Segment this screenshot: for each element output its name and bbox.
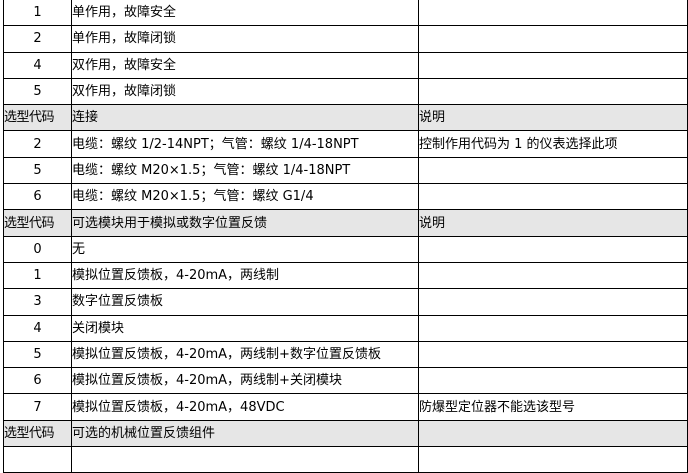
table-row: 5 双作用，故障闭锁 xyxy=(3,77,688,106)
table-row: 3 数字位置反馈板 xyxy=(3,288,688,316)
code-cell: 5 xyxy=(3,340,72,369)
note-cell xyxy=(418,340,688,369)
code-cell: 6 xyxy=(3,183,72,211)
description-cell: 电缆：螺纹 M20×1.5；气管：螺纹 G1/4 xyxy=(71,183,419,211)
description-cell: 连接 xyxy=(71,104,419,132)
note-cell xyxy=(418,0,688,27)
note-cell: 防爆型定位器不能选该型号 xyxy=(418,393,688,421)
table-row: 5 电缆：螺纹 M20×1.5；气管：螺纹 1/4-18NPT xyxy=(3,156,688,185)
note-cell xyxy=(418,25,688,53)
code-cell: 4 xyxy=(3,314,72,342)
note-cell: 说明 xyxy=(418,209,688,237)
note-cell xyxy=(418,261,688,290)
code-cell: 2 xyxy=(3,130,72,158)
table-row: 4 双作用，故障安全 xyxy=(3,51,688,79)
description-cell: 双作用，故障闭锁 xyxy=(71,77,419,106)
description-cell: 数字位置反馈板 xyxy=(71,288,419,316)
description-cell: 无 xyxy=(71,235,419,263)
code-cell: 5 xyxy=(3,77,72,106)
code-cell: 0 xyxy=(3,235,72,263)
code-cell: 4 xyxy=(3,51,72,79)
code-cell xyxy=(3,446,72,473)
description-cell xyxy=(71,446,419,473)
table-row: 4 关闭模块 xyxy=(3,314,688,342)
description-cell: 关闭模块 xyxy=(71,314,419,342)
description-cell: 双作用，故障安全 xyxy=(71,51,419,79)
note-cell: 控制作用代码为 1 的仪表选择此项 xyxy=(418,130,688,158)
code-cell: 6 xyxy=(3,367,72,395)
code-cell: 1 xyxy=(3,261,72,290)
code-cell: 5 xyxy=(3,156,72,185)
description-cell: 电缆：螺纹 1/2-14NPT；气管：螺纹 1/4-18NPT xyxy=(71,130,419,158)
note-cell xyxy=(418,288,688,316)
table-row: 6 模拟位置反馈板，4-20mA，两线制+关闭模块 xyxy=(3,367,688,395)
description-cell: 模拟位置反馈板，4-20mA，两线制+关闭模块 xyxy=(71,367,419,395)
section-header-row: 选型代码 可选模块用于模拟或数字位置反馈 说明 xyxy=(3,209,688,237)
description-cell: 单作用，故障闭锁 xyxy=(71,25,419,53)
note-cell xyxy=(418,419,688,448)
description-cell: 电缆：螺纹 M20×1.5；气管：螺纹 1/4-18NPT xyxy=(71,156,419,185)
code-cell: 2 xyxy=(3,25,72,53)
section-header-row: 选型代码 连接 说明 xyxy=(3,104,688,132)
section-header-row: 选型代码 可选的机械位置反馈组件 xyxy=(3,419,688,448)
note-cell xyxy=(418,446,688,473)
table-row: 5 模拟位置反馈板，4-20mA，两线制+数字位置反馈板 xyxy=(3,340,688,369)
description-cell: 单作用，故障安全 xyxy=(71,0,419,27)
selection-code-table: 1 单作用，故障安全 2 单作用，故障闭锁 4 双作用，故障安全 5 双作用，故障闭锁 选型代码… xyxy=(3,0,688,473)
description-cell: 模拟位置反馈板，4-20mA，48VDC xyxy=(71,393,419,421)
table-row: 1 单作用，故障安全 xyxy=(3,0,688,27)
description-cell: 可选模块用于模拟或数字位置反馈 xyxy=(71,209,419,237)
description-cell: 模拟位置反馈板，4-20mA，两线制+数字位置反馈板 xyxy=(71,340,419,369)
note-cell xyxy=(418,51,688,79)
table-row: 6 电缆：螺纹 M20×1.5；气管：螺纹 G1/4 xyxy=(3,183,688,211)
description-cell: 模拟位置反馈板，4-20mA，两线制 xyxy=(71,261,419,290)
table-row xyxy=(3,446,688,473)
note-cell xyxy=(418,183,688,211)
code-cell: 3 xyxy=(3,288,72,316)
code-cell: 7 xyxy=(3,393,72,421)
description-cell: 可选的机械位置反馈组件 xyxy=(71,419,419,448)
note-cell xyxy=(418,314,688,342)
table-row: 2 单作用，故障闭锁 xyxy=(3,25,688,53)
table-row: 2 电缆：螺纹 1/2-14NPT；气管：螺纹 1/4-18NPT 控制作用代码为 … xyxy=(3,130,688,158)
code-cell: 选型代码 xyxy=(3,104,72,132)
code-cell: 选型代码 xyxy=(3,209,72,237)
table-row: 7 模拟位置反馈板，4-20mA，48VDC 防爆型定位器不能选该型号 xyxy=(3,393,688,421)
table-row: 1 模拟位置反馈板，4-20mA，两线制 xyxy=(3,261,688,290)
code-cell: 1 xyxy=(3,0,72,27)
code-cell: 选型代码 xyxy=(3,419,72,448)
note-cell: 说明 xyxy=(418,104,688,132)
note-cell xyxy=(418,77,688,106)
note-cell xyxy=(418,156,688,185)
note-cell xyxy=(418,235,688,263)
note-cell xyxy=(418,367,688,395)
